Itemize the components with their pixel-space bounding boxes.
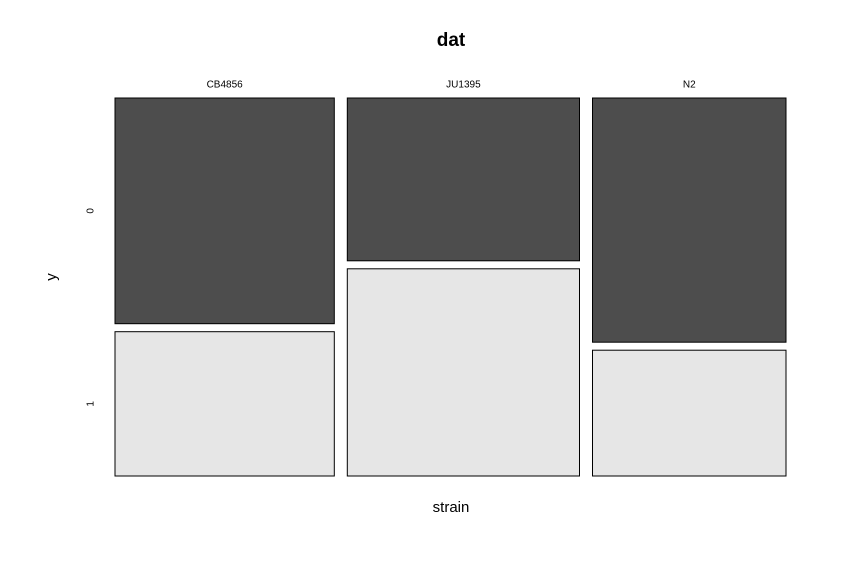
column-label: JU1395 bbox=[446, 80, 481, 91]
y-axis-label: y bbox=[43, 273, 60, 281]
column-label: CB4856 bbox=[207, 80, 244, 91]
column-label: N2 bbox=[683, 80, 696, 91]
x-axis-label: strain bbox=[433, 499, 470, 516]
row-label: 1 bbox=[86, 401, 97, 407]
mosaic-tile bbox=[346, 268, 580, 477]
chart-title: dat bbox=[437, 30, 466, 51]
mosaic-tile bbox=[592, 97, 787, 343]
mosaic-tile bbox=[592, 349, 787, 477]
mosaic-tile bbox=[114, 331, 335, 477]
mosaic-tile bbox=[346, 97, 580, 262]
row-label: 0 bbox=[86, 208, 97, 214]
mosaic-tile bbox=[114, 97, 335, 325]
